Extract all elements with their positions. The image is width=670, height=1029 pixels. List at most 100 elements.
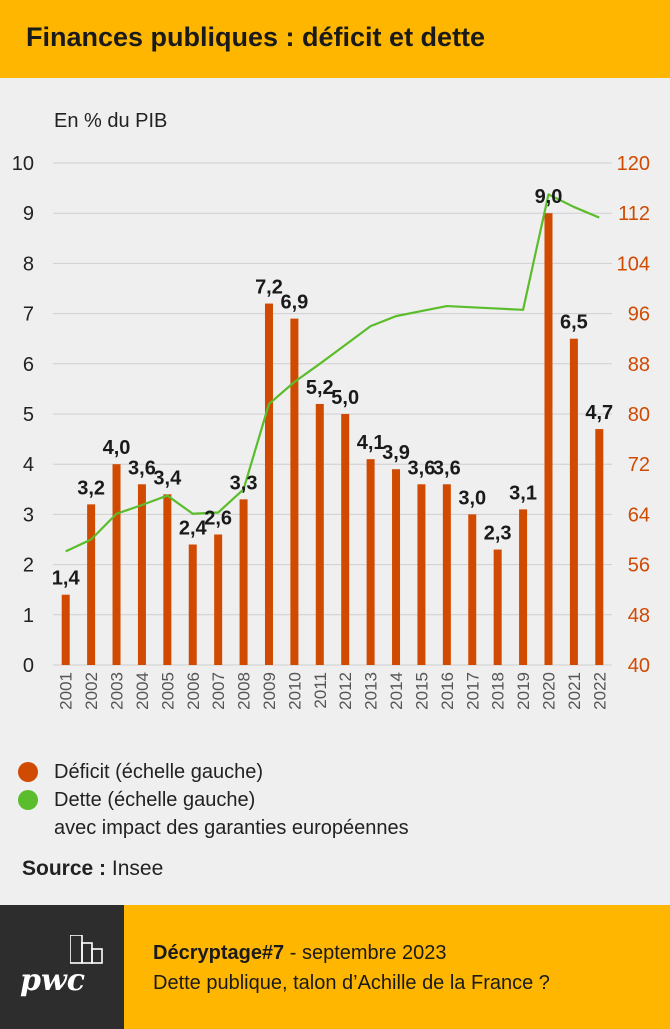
y-right-tick-label: 64 [628,504,650,526]
legend-item-deficit: Déficit (échelle gauche) [18,758,409,786]
x-tick-label: 2019 [514,672,533,710]
bar-data-label: 4,1 [357,432,385,454]
footer-series-label: Décryptage#7 [153,942,285,964]
y-left-tick-label: 4 [23,454,34,476]
bar [341,414,350,665]
header-band: Finances publiques : déficit et dette [0,0,670,78]
bar-data-label: 5,2 [306,377,334,399]
x-tick-label: 2007 [209,672,228,710]
y-left-tick-label: 8 [23,253,34,275]
footer-text: Décryptage#7 - septembre 2023 Dette publ… [153,938,550,998]
bar [112,464,121,665]
y-left-tick-label: 10 [12,153,34,175]
x-tick-label: 2012 [336,672,355,710]
bar-data-label: 3,6 [128,457,156,479]
source-note: Source : Insee [22,857,163,881]
unit-label: En % du PIB [54,110,168,132]
bar [519,509,528,665]
y-left-tick-label: 5 [23,404,34,426]
legend: Déficit (échelle gauche) Dette (échelle … [18,758,409,842]
y-right-tick-label: 112 [618,203,650,225]
y-left-tick-label: 0 [23,655,34,677]
bar-data-label: 6,5 [560,312,588,334]
bar-data-label: 3,9 [382,442,410,464]
bar [595,429,604,665]
x-tick-label: 2013 [362,672,381,710]
bar [544,213,553,665]
x-tick-label: 2011 [311,672,330,709]
x-tick-label: 2020 [539,672,558,710]
bar-data-label: 2,4 [179,518,208,540]
bar [366,459,375,665]
footer-line-1: Décryptage#7 - septembre 2023 [153,938,550,968]
page-title: Finances publiques : déficit et dette [26,22,486,52]
y-left-tick-label: 7 [23,304,34,326]
bar [468,514,477,665]
bar-data-label: 1,4 [52,568,81,590]
bar-data-label: 2,6 [204,507,232,529]
bar [264,303,273,665]
legend-label-deficit: Déficit (échelle gauche) [54,760,263,783]
y-right-tick-label: 120 [617,153,650,175]
chart: 01234567891040485664728088961041121201,4… [12,153,650,710]
x-tick-label: 2017 [463,672,482,710]
y-right-tick-label: 48 [628,605,650,627]
x-tick-label: 2022 [590,672,609,710]
y-right-tick-label: 56 [628,555,650,577]
y-left-tick-label: 1 [23,605,34,627]
legend-swatch-dette [18,790,38,810]
bar [163,494,172,665]
x-tick-label: 2005 [158,672,177,710]
x-tick-label: 2016 [438,672,457,710]
bar-data-label: 3,3 [230,472,258,494]
x-tick-label: 2009 [260,672,279,710]
footer-subtitle: Dette publique, talon d’Achille de la Fr… [153,972,550,994]
x-tick-label: 2006 [184,672,203,710]
bar [417,484,426,665]
y-left-tick-label: 6 [23,354,34,376]
x-tick-label: 2008 [235,672,254,710]
y-right-tick-label: 80 [628,404,650,426]
bar [61,594,70,665]
legend-item-dette: Dette (échelle gauche) [18,786,409,814]
x-tick-label: 2003 [108,672,127,710]
legend-label-dette: Dette (échelle gauche) [54,788,256,811]
x-tick-label: 2010 [285,672,304,710]
y-left-tick-label: 2 [23,555,34,577]
x-tick-label: 2018 [489,672,508,710]
footer-date: - septembre 2023 [284,942,447,964]
bar [442,484,451,665]
bar [392,469,401,665]
pwc-logo-text: pwc [20,963,86,998]
legend-swatch-deficit [18,762,38,782]
legend-label-dette-line2: avec impact des garanties européennes [54,817,409,839]
bar [290,318,299,665]
source-label: Source : [22,857,107,880]
bar-data-label: 2,3 [484,523,512,545]
bar [315,403,324,665]
y-right-tick-label: 40 [628,655,650,677]
bar-data-label: 3,6 [408,457,436,479]
bar-data-label: 3,4 [153,467,182,489]
bar [137,484,146,665]
building-logo-icon [70,935,103,964]
bar-data-label: 5,0 [331,387,359,409]
bar [239,499,248,665]
x-tick-label: 2021 [565,672,584,710]
bar-data-label: 9,0 [535,186,563,208]
pwc-logo: pwc [0,905,124,1029]
y-right-tick-label: 88 [628,354,650,376]
bar-data-label: 3,6 [433,457,461,479]
x-tick-label: 2004 [133,672,152,710]
bar [569,338,578,665]
bar [188,544,197,665]
x-tick-label: 2015 [412,672,431,710]
series-line-dette [65,193,600,553]
bar-data-label: 3,2 [77,477,105,499]
bar [214,534,223,665]
bar [87,504,96,665]
y-left-tick-label: 9 [23,203,34,225]
y-left-tick-label: 3 [23,504,34,526]
x-tick-label: 2001 [57,672,76,710]
bar-data-label: 4,0 [103,437,131,459]
